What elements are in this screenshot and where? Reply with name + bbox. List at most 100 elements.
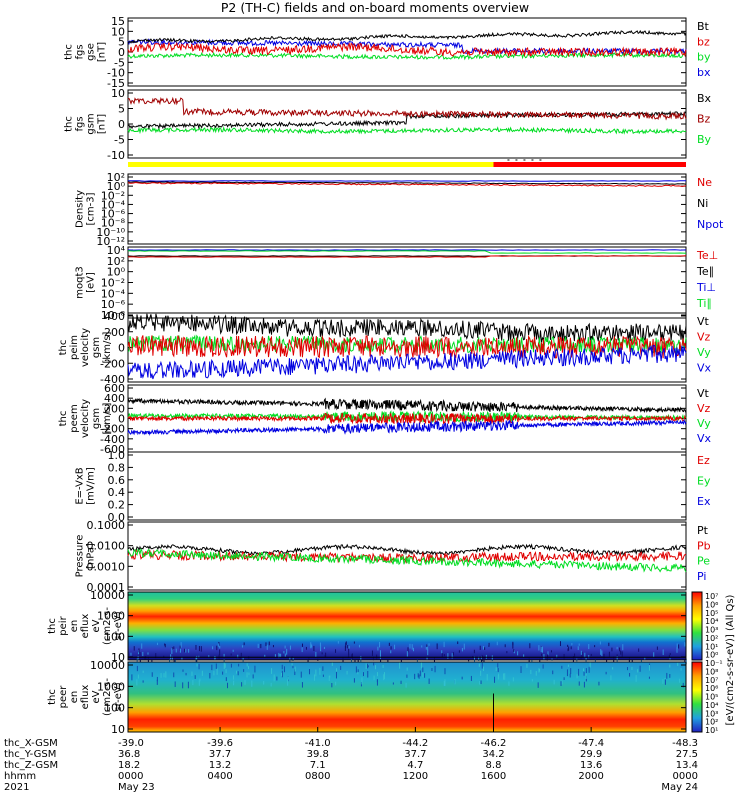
spectrogram-speckle <box>243 669 245 672</box>
spectrogram-speckle <box>653 652 655 658</box>
spectrogram-speckle <box>319 642 321 646</box>
x-row-value: 1600 <box>481 771 506 782</box>
spectrogram-speckle <box>426 644 428 647</box>
spectrogram-speckle <box>335 649 337 653</box>
spectrogram-speckle <box>260 643 262 649</box>
spectrogram-speckle <box>622 644 624 651</box>
spectrogram-speckle <box>360 682 362 687</box>
spectrogram-speckle <box>563 677 565 681</box>
spectrogram-speckle <box>335 671 337 679</box>
spectrogram-speckle <box>394 644 396 650</box>
y-axis-label-line: fgs <box>75 116 86 131</box>
spectrogram-speckle <box>315 651 317 658</box>
spectrogram-speckle <box>589 662 591 668</box>
spectrogram-speckle <box>379 650 381 654</box>
spectrogram-speckle <box>531 679 533 682</box>
y-tick-label: 5 <box>118 103 125 116</box>
spectrogram-speckle <box>504 673 506 680</box>
spectrogram-speckle <box>292 657 294 661</box>
x-row-value: 2000 <box>578 771 603 782</box>
y-axis-label: thcpeemvelocitygsm[km/s] <box>58 399 113 438</box>
spectrogram-speckle <box>156 676 158 682</box>
spectrogram-speckle <box>594 645 596 648</box>
trace-vz <box>127 412 686 426</box>
y-axis-label-line: [mV/m] <box>86 467 97 505</box>
spectrogram-speckle <box>320 645 322 652</box>
legend-Vz: Vz <box>697 402 711 415</box>
spectrogram-speckle <box>219 649 221 656</box>
spectrogram-speckle <box>635 675 637 682</box>
spectrogram-speckle <box>271 668 273 674</box>
spectrogram-speckle <box>142 651 144 657</box>
trace-bz <box>127 41 687 58</box>
spectrogram-speckle <box>444 668 446 675</box>
spectrogram-speckle <box>322 674 324 677</box>
spectrogram-speckle <box>594 659 596 663</box>
spectrogram-speckle <box>457 641 459 645</box>
spectrogram-speckle <box>599 641 601 645</box>
spectrogram-speckle <box>608 642 610 647</box>
legend-Ey: Ey <box>697 474 711 487</box>
spectrogram-speckle <box>566 669 568 677</box>
y-axis-label-line: eflux <box>80 685 91 710</box>
spectrogram-speckle <box>367 670 369 678</box>
spectrogram-speckle <box>428 643 430 646</box>
spectrogram-speckle <box>656 646 658 650</box>
spectrogram-speckle <box>612 667 614 670</box>
y-tick-label: 10⁻² <box>101 189 125 202</box>
spectrogram-speckle <box>620 650 622 655</box>
spectrogram-speckle <box>353 678 355 683</box>
spectrogram-speckle <box>669 658 671 661</box>
spectrogram-speckle <box>340 665 342 670</box>
spectrogram-speckle <box>305 646 307 650</box>
y-axis-label-line: Pressure <box>75 535 86 578</box>
x-row-value: 13.4 <box>676 760 698 771</box>
spectrogram-speckle <box>508 681 510 686</box>
spectrogram-speckle <box>631 659 633 663</box>
spectrogram-speckle <box>294 666 296 672</box>
y-axis-label: Density[cm-3] <box>75 190 97 228</box>
spectrogram-speckle <box>328 675 330 681</box>
x-row-label: hhmm <box>4 771 36 782</box>
legend-Pt: Pt <box>697 524 709 537</box>
spectrogram-speckle <box>481 655 483 661</box>
trace-pb <box>127 548 687 565</box>
y-tick-label: 0.0100 <box>87 540 126 553</box>
x-row-value: 0800 <box>305 771 330 782</box>
x-row-value: -39.0 <box>118 738 144 749</box>
y-tick-label: 15 <box>111 15 125 28</box>
spectrogram-speckle <box>480 680 482 685</box>
spectrogram-speckle <box>274 654 276 658</box>
trace-ni <box>127 181 687 185</box>
trace-By <box>127 126 687 135</box>
y-axis-label-line: thc <box>58 411 69 427</box>
y-tick-label: 10 <box>111 87 125 100</box>
spectrogram-speckle <box>570 668 572 675</box>
legend-Ti∥: Ti∥ <box>696 297 712 310</box>
spectrogram-speckle <box>616 646 618 650</box>
spectrogram-speckle <box>195 644 197 650</box>
spectrogram-speckle <box>337 641 339 644</box>
legend-Pb: Pb <box>697 539 711 552</box>
spectrogram-speckle <box>246 663 248 667</box>
panel-fgs_gsm: 10 5 0 -5 -10 thcfgsgsm[nT] Bx Bz By <box>64 87 712 162</box>
spectrogram-speckle <box>355 666 357 673</box>
trace-vz <box>127 334 687 360</box>
spectrogram-speckle <box>270 682 272 687</box>
y-axis-label-line: peem <box>69 404 80 432</box>
spectrogram-speckle <box>254 665 256 673</box>
x-row-value: -48.3 <box>672 738 698 749</box>
spectrogram-speckle <box>353 641 355 644</box>
spectrogram-speckle <box>163 673 165 678</box>
spectrogram-speckle <box>239 656 241 660</box>
spectrogram-speckle <box>644 657 646 660</box>
colorbar-2 <box>691 661 703 733</box>
spectrogram-speckle <box>201 670 203 676</box>
spectrogram-speckle <box>458 650 460 653</box>
y-tick-label: 10⁻¹² <box>96 235 125 248</box>
legend-Bt: Bt <box>697 20 710 33</box>
spectrogram-speckle <box>268 641 270 646</box>
spectrogram-speckle <box>376 679 378 686</box>
spectrogram-speckle <box>447 653 449 659</box>
